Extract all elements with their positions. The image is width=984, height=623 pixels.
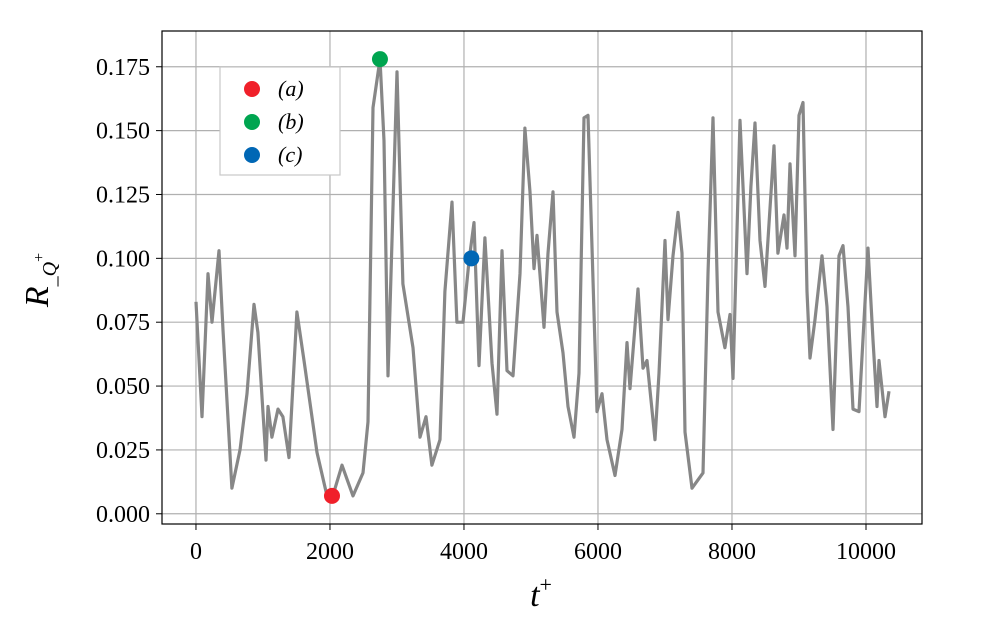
- marker-point: [371, 51, 388, 68]
- x-tick-label: 4000: [440, 539, 488, 565]
- legend: (a) (b) (c): [219, 66, 341, 176]
- y-tick-label: 0.125: [96, 182, 150, 208]
- marker-point: [463, 250, 480, 267]
- legend-label: (c): [278, 142, 302, 167]
- legend-marker: [244, 114, 260, 130]
- y-tick-label: 0.000: [96, 502, 150, 528]
- plot-frame: [161, 30, 923, 525]
- marker-point: [323, 487, 340, 504]
- x-tick-label: 2000: [306, 539, 354, 565]
- y-tick-label: 0.050: [96, 374, 150, 400]
- x-axis: 0 2000 4000 6000 8000 10000: [190, 524, 896, 565]
- y-tick-label: 0.100: [96, 246, 150, 272]
- x-tick-label: 6000: [574, 539, 622, 565]
- y-tick-label: 0.075: [96, 310, 150, 336]
- legend-label: (b): [278, 109, 304, 134]
- y-tick-label: 0.150: [96, 119, 150, 145]
- legend-marker: [244, 147, 260, 163]
- markers-layer: [323, 51, 480, 504]
- x-axis-label: t+: [530, 572, 552, 614]
- x-tick-label: 10000: [836, 539, 896, 565]
- y-axis-label: R_Q+: [19, 253, 61, 308]
- x-tick-label: 0: [190, 539, 202, 565]
- legend-frame: [219, 66, 341, 176]
- y-axis-label-group: R_Q+: [19, 253, 61, 308]
- x-tick-label: 8000: [708, 539, 756, 565]
- y-axis: 0.000 0.025 0.050 0.075 0.100 0.125 0.150 0.175: [96, 55, 162, 528]
- y-tick-label: 0.175: [96, 55, 150, 81]
- legend-label: (a): [278, 76, 304, 101]
- y-tick-label: 0.025: [96, 438, 150, 464]
- legend-marker: [244, 81, 260, 97]
